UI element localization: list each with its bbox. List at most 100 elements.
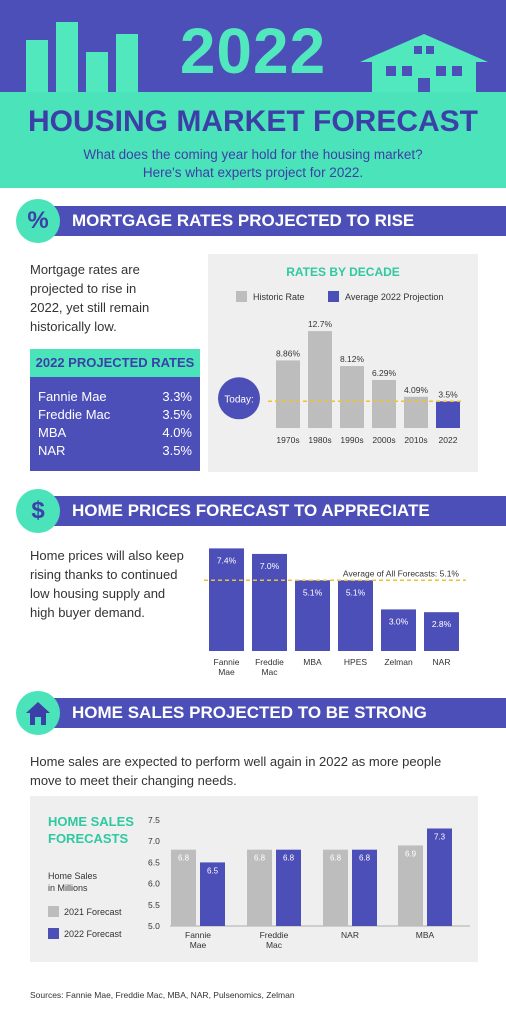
chart-title: FORECASTS <box>48 831 129 846</box>
tick-label: 2010s <box>404 435 427 445</box>
data-label: 8.12% <box>340 354 365 364</box>
tick-label: Fannie <box>185 930 211 940</box>
projected-rate-row: MBA 4.0% <box>38 425 192 440</box>
bar <box>427 828 452 926</box>
data-label: 12.7% <box>308 319 333 329</box>
section-title: HOME PRICES FORECAST TO APPRECIATE <box>72 501 430 520</box>
section-header-mortgage: MORTGAGE RATES PROJECTED TO RISE <box>38 206 506 236</box>
section-title: HOME SALES PROJECTED TO BE STRONG <box>72 703 427 722</box>
header-banner: 2022 <box>0 0 506 92</box>
data-label: 4.09% <box>404 385 429 395</box>
home-sales-chart: HOME SALES FORECASTS Home Sales in Millions… <box>48 814 470 950</box>
data-label: 6.8 <box>254 854 266 863</box>
tick-label: NAR <box>433 657 451 667</box>
projected-rate-row: NAR 3.5% <box>38 443 192 458</box>
tick-label: MBA <box>303 657 322 667</box>
bar <box>398 845 423 926</box>
bar <box>200 862 225 926</box>
data-label: 6.8 <box>283 854 295 863</box>
rates-by-decade-chart: RATES BY DECADE Historic Rate Average 2022… <box>218 265 464 445</box>
chart-title: RATES BY DECADE <box>286 265 400 279</box>
tick-label: MBA <box>416 930 435 940</box>
data-label: 8.86% <box>276 348 301 358</box>
bar <box>381 609 416 651</box>
percent-icon: % <box>16 199 60 243</box>
page-subtitle-line2: Here's what experts project for 2022. <box>142 165 364 180</box>
tick-label: Mac <box>261 667 278 677</box>
tick-label: Freddie <box>260 930 289 940</box>
data-label: 7.4% <box>217 555 237 565</box>
tick-label: 5.0 <box>148 921 160 931</box>
projected-rates-box: 2022 PROJECTED RATES Fannie Mae 3.3% Fred… <box>30 349 200 471</box>
legend-label: Average 2022 Projection <box>345 292 443 302</box>
legend-label: 2021 Forecast <box>64 907 122 917</box>
house-roof-graphic <box>360 34 488 62</box>
bar <box>323 849 348 926</box>
data-label: 3.0% <box>389 616 409 626</box>
tick-label: Zelman <box>384 657 413 667</box>
bar-graphic <box>86 52 108 92</box>
tick-label: 2022 <box>439 435 458 445</box>
data-label: 5.1% <box>303 587 323 597</box>
bar <box>308 331 332 428</box>
annotation-label: Today: <box>224 394 253 405</box>
data-label: 6.8 <box>178 854 190 863</box>
data-label: 3.5% <box>438 389 458 399</box>
bar <box>276 360 300 428</box>
dollar-icon: $ <box>16 489 60 533</box>
data-label: 7.3 <box>434 832 446 841</box>
legend-swatch-projection <box>328 291 339 302</box>
legend-swatch-historic <box>236 291 247 302</box>
tick-label: 7.5 <box>148 815 160 825</box>
mortgage-text: Mortgage rates are projected to rise in … <box>30 262 150 334</box>
legend-swatch <box>48 928 59 939</box>
data-label: 6.9 <box>405 849 417 858</box>
tick-label: 2000s <box>372 435 395 445</box>
data-label: 6.8 <box>359 854 371 863</box>
section-header-prices: HOME PRICES FORECAST TO APPRECIATE <box>38 496 506 526</box>
tick-label: 7.0 <box>148 836 160 846</box>
sales-text: Home sales are expected to perform well … <box>30 754 442 788</box>
page-subtitle-line1: What does the coming year hold for the h… <box>83 147 423 162</box>
tick-label: 1980s <box>308 435 331 445</box>
bar <box>247 849 272 926</box>
legend-label: Historic Rate <box>253 292 305 302</box>
section-title: MORTGAGE RATES PROJECTED TO RISE <box>72 211 415 230</box>
data-label: 6.5 <box>207 866 219 875</box>
axis-label: in Millions <box>48 883 88 893</box>
header-graphics <box>26 22 488 92</box>
projected-rate-row: Fannie Mae 3.3% <box>38 389 192 404</box>
annotation-label: Average of All Forecasts: 5.1% <box>343 568 460 578</box>
projected-rates-title: 2022 PROJECTED RATES <box>30 349 200 377</box>
tick-label: 5.5 <box>148 900 160 910</box>
rates-by-decade-panel: RATES BY DECADE Historic Rate Average 2022… <box>208 254 478 472</box>
home-sales-panel: HOME SALES FORECASTS Home Sales in Millions… <box>30 796 478 962</box>
header-band <box>0 92 506 188</box>
today-circle <box>218 377 260 420</box>
bar-graphic <box>56 22 78 92</box>
tick-label: Mae <box>218 667 235 677</box>
tick-label: Fannie <box>214 657 240 667</box>
sources-note: Sources: Fannie Mae, Freddie Mac, MBA, N… <box>30 990 295 1000</box>
house-icon <box>16 691 60 735</box>
bar <box>171 849 196 926</box>
tick-label: 1990s <box>340 435 363 445</box>
bar <box>352 849 377 926</box>
bar <box>372 380 396 428</box>
legend-label: 2022 Forecast <box>64 929 122 939</box>
bar <box>436 401 460 428</box>
tick-label: Mae <box>190 940 207 950</box>
data-label: 6.29% <box>372 368 397 378</box>
bar <box>340 366 364 428</box>
projected-rate-row: Freddie Mac 3.5% <box>38 407 192 422</box>
bar <box>276 849 301 926</box>
tick-label: Freddie <box>255 657 284 667</box>
data-label: 2.8% <box>432 619 452 629</box>
chart-title: HOME SALES <box>48 814 134 829</box>
header-year: 2022 <box>179 15 327 87</box>
bar <box>295 580 330 651</box>
legend-swatch <box>48 906 59 917</box>
section-header-sales: HOME SALES PROJECTED TO BE STRONG <box>38 698 506 728</box>
data-label: 6.8 <box>330 854 342 863</box>
